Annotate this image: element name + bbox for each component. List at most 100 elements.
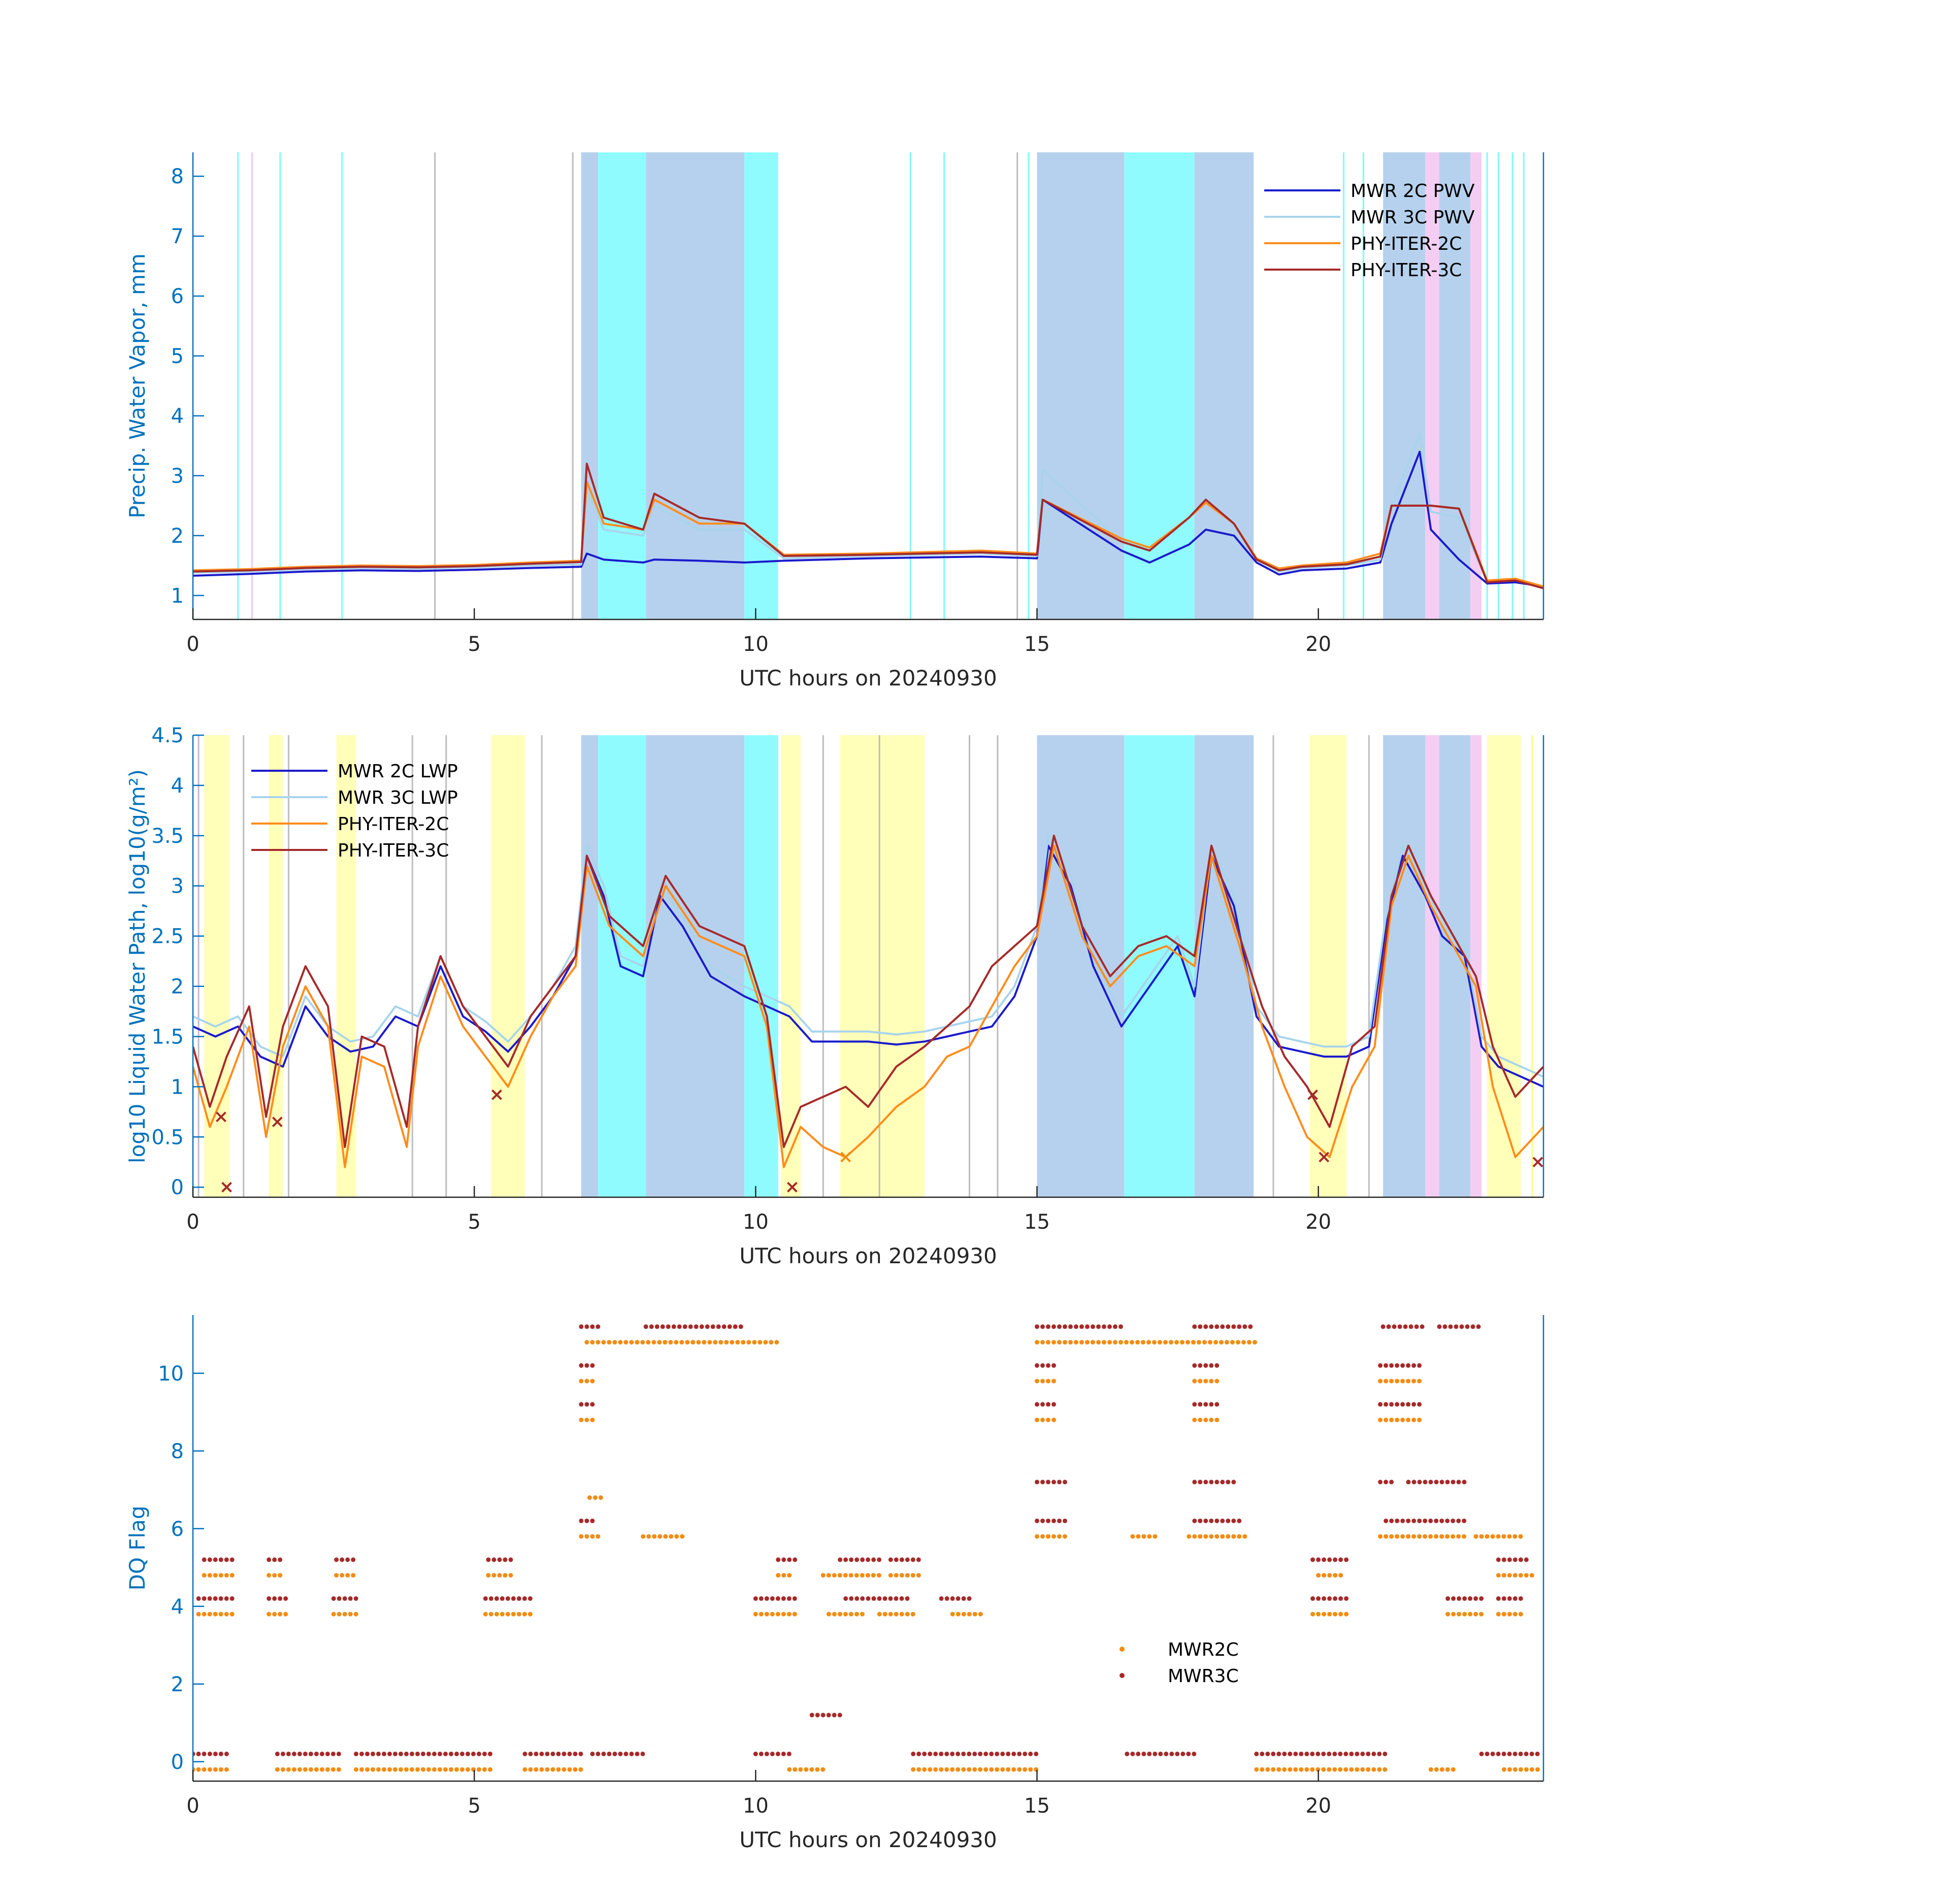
flag-point — [590, 1518, 595, 1523]
flag-point — [387, 1767, 392, 1772]
flag-point — [579, 1518, 584, 1523]
flag-point — [578, 1751, 583, 1756]
flag-point — [596, 1751, 601, 1756]
flag-point — [487, 1751, 492, 1756]
flag-point — [787, 1767, 792, 1772]
flag-point — [482, 1751, 487, 1756]
flag-point — [721, 1324, 727, 1329]
flag-point — [545, 1767, 550, 1772]
flag-point — [1175, 1751, 1180, 1756]
dq-legend-swatch-mwr3c — [1120, 1673, 1125, 1678]
flag-point — [376, 1751, 381, 1756]
flag-point — [1476, 1324, 1481, 1329]
pwv-x-tick-label: 20 — [1305, 633, 1331, 656]
flag-point — [764, 1751, 769, 1756]
flag-point — [218, 1767, 223, 1772]
flag-point — [196, 1751, 201, 1756]
flag-point — [1209, 1402, 1214, 1407]
flag-point — [950, 1596, 955, 1601]
flag-point — [353, 1751, 358, 1756]
flag-point — [1209, 1534, 1214, 1539]
flag-point — [1192, 1418, 1197, 1423]
flag-point — [202, 1573, 207, 1578]
flag-point — [1327, 1612, 1332, 1617]
flag-point — [1349, 1751, 1354, 1756]
flag-point — [1451, 1480, 1456, 1485]
flag-point — [1214, 1518, 1220, 1523]
flag-point — [1327, 1767, 1332, 1772]
flag-point — [1198, 1518, 1203, 1523]
flag-point — [590, 1378, 595, 1384]
flag-point — [579, 1378, 584, 1384]
flag-point — [1400, 1534, 1405, 1539]
flag-point — [1518, 1557, 1523, 1562]
flag-point — [351, 1573, 356, 1578]
flag-point — [1442, 1324, 1447, 1329]
flag-point — [1231, 1480, 1236, 1485]
flag-point — [1512, 1573, 1518, 1578]
flag-point — [905, 1612, 910, 1617]
flag-point — [786, 1751, 792, 1756]
flag-point — [753, 1751, 758, 1756]
flag-point — [224, 1767, 229, 1772]
flag-point — [443, 1767, 448, 1772]
flag-point — [334, 1573, 339, 1578]
flag-point — [669, 1534, 674, 1539]
flag-point — [961, 1751, 966, 1756]
flag-point — [229, 1573, 235, 1578]
flag-point — [550, 1751, 555, 1756]
dq-y-tick-label: 6 — [171, 1518, 184, 1541]
flag-point — [283, 1596, 288, 1601]
flag-point — [1046, 1378, 1050, 1384]
flag-point — [635, 1751, 640, 1756]
flag-point — [1518, 1573, 1523, 1578]
lwp-y-tick-label: 2 — [171, 975, 184, 999]
dq-series-mwr2c — [193, 1340, 1540, 1772]
flag-point — [983, 1767, 989, 1772]
flag-point — [1237, 1518, 1242, 1523]
flag-point — [1192, 1534, 1197, 1539]
lwp-series-mwr-3c-lwp — [193, 834, 1543, 1078]
flag-point — [1147, 1751, 1152, 1756]
flag-point — [1473, 1612, 1478, 1617]
flag-point — [1496, 1751, 1501, 1756]
flag-point — [1423, 1534, 1428, 1539]
flag-point — [759, 1612, 764, 1617]
flag-point — [584, 1340, 589, 1345]
flag-point — [1322, 1612, 1327, 1617]
flag-point — [944, 1751, 949, 1756]
flag-point — [1017, 1751, 1022, 1756]
flag-point — [1423, 1518, 1428, 1523]
flag-point — [1214, 1324, 1220, 1329]
flag-point — [759, 1596, 764, 1601]
lwp-x-marker-6 — [1307, 1089, 1318, 1100]
flag-point — [1254, 1751, 1259, 1756]
flag-point — [1209, 1518, 1214, 1523]
flag-point — [1490, 1534, 1495, 1539]
flag-point — [1040, 1402, 1045, 1407]
lwp-x-tick-label: 10 — [743, 1210, 769, 1234]
flag-point — [1395, 1363, 1400, 1368]
flag-point — [1208, 1340, 1212, 1345]
pwv-plot-area — [193, 152, 1543, 619]
flag-point — [961, 1596, 966, 1601]
flag-point — [798, 1767, 803, 1772]
flag-point — [404, 1751, 409, 1756]
flag-point — [1051, 1378, 1056, 1384]
flag-point — [1293, 1767, 1298, 1772]
flag-point — [1411, 1534, 1417, 1539]
flag-point — [787, 1557, 792, 1562]
flag-point — [303, 1767, 308, 1772]
flag-point — [483, 1612, 488, 1617]
flag-point — [635, 1340, 640, 1345]
pwv-shade-blue-2 — [646, 152, 745, 619]
flag-point — [1028, 1751, 1033, 1756]
flag-point — [579, 1324, 584, 1329]
flag-point — [229, 1596, 235, 1601]
flag-point — [1046, 1418, 1050, 1423]
flag-point — [1198, 1324, 1203, 1329]
dq-x-tick-label: 10 — [743, 1794, 769, 1818]
flag-point — [1445, 1534, 1450, 1539]
flag-point — [871, 1596, 876, 1601]
flag-point — [770, 1612, 775, 1617]
